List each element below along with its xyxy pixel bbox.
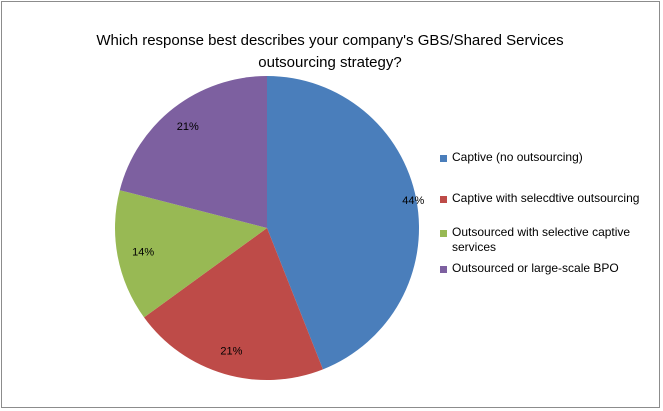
pie-slice-captive-selective [144, 228, 323, 381]
pie-slice-captive [267, 76, 420, 370]
legend-label-captive: Captive (no outsourcing) [452, 150, 583, 164]
legend-item-captive: Captive (no outsourcing) [440, 150, 655, 191]
legend-item-outsourced-selective: Outsourced with selective captive servic… [440, 225, 655, 261]
legend-swatch-captive-selective [440, 196, 447, 203]
legend-swatch-outsourced-selective [440, 230, 447, 237]
legend-label-outsourced-selective: Outsourced with selective captive servic… [452, 225, 631, 254]
pie-slice-outsourced-selective [115, 190, 268, 318]
legend-label-bpo: Outsourced or large-scale BPO [452, 261, 619, 275]
legend-item-bpo: Outsourced or large-scale BPO [440, 261, 655, 276]
legend: Captive (no outsourcing) Captive with se… [440, 150, 655, 276]
data-label-outsourced-selective: 14% [132, 247, 154, 259]
chart-title-line-1: Which response best describes your compa… [96, 32, 564, 49]
legend-swatch-captive [440, 155, 447, 162]
legend-swatch-bpo [440, 266, 447, 273]
chart-title-line-2: outsourcing strategy? [258, 54, 402, 71]
legend-label-captive-selective: Captive with selecdtive outsourcing [452, 191, 640, 205]
data-label-captive: 44% [402, 195, 424, 207]
pie-slice-bpo [119, 76, 267, 228]
data-label-bpo: 21% [177, 121, 199, 133]
chart-title: Which response best describes your compa… [60, 30, 600, 74]
legend-item-captive-selective: Captive with selecdtive outsourcing [440, 191, 655, 225]
data-label-captive-selective: 21% [220, 346, 242, 358]
